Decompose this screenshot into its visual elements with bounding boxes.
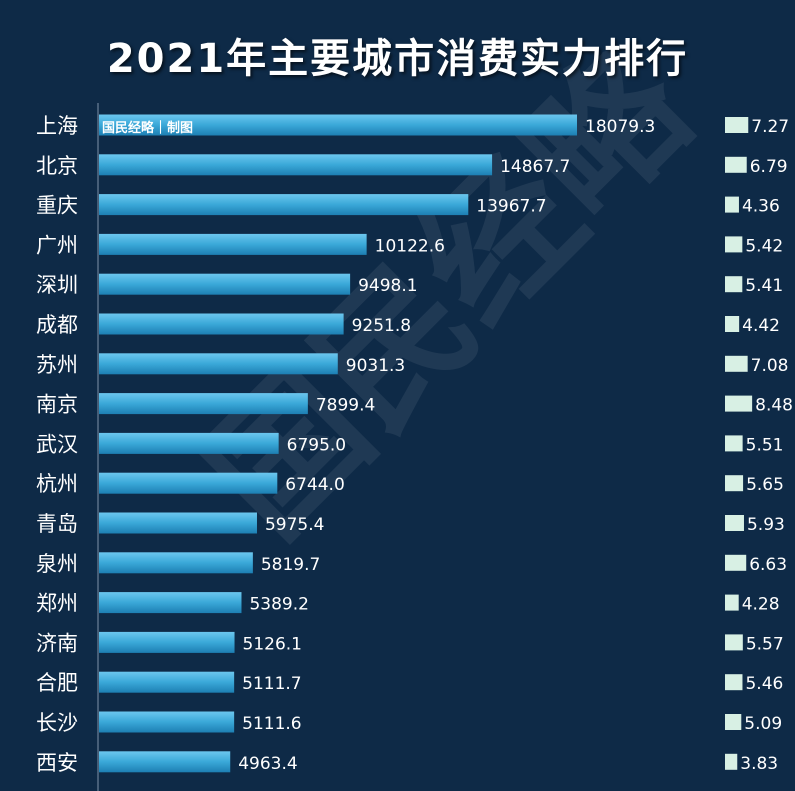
bar (99, 432, 279, 454)
growth-bar (725, 316, 740, 332)
bar (99, 671, 235, 693)
bar (99, 114, 577, 136)
growth-bar (725, 554, 747, 571)
value-label: 9498.1 (358, 276, 417, 296)
bar (99, 194, 469, 216)
category-label: 深圳 (36, 273, 78, 297)
growth-label: 4.42 (742, 316, 780, 336)
value-label: 5126.1 (243, 634, 302, 654)
category-label: 广州 (36, 233, 78, 257)
growth-label: 5.93 (747, 515, 785, 535)
growth-bar (725, 355, 748, 372)
bar (99, 552, 253, 574)
growth-label: 7.08 (751, 356, 789, 376)
growth-bar (725, 236, 743, 253)
growth-label: 7.27 (751, 117, 789, 137)
value-label: 5389.2 (249, 595, 308, 615)
growth-label: 5.46 (745, 674, 783, 694)
category-label: 杭州 (36, 472, 78, 496)
value-label: 13967.7 (476, 197, 546, 217)
bar (99, 313, 344, 335)
category-label: 青岛 (36, 512, 78, 536)
growth-label: 5.42 (745, 236, 783, 256)
category-label: 长沙 (36, 711, 78, 735)
growth-bar (725, 276, 743, 293)
category-label: 重庆 (36, 194, 78, 218)
growth-label: 5.57 (746, 634, 784, 654)
growth-label: 4.36 (742, 197, 780, 217)
category-label: 泉州 (36, 552, 78, 576)
category-label: 南京 (36, 393, 78, 417)
category-label: 上海 (36, 114, 78, 138)
bar (99, 393, 308, 415)
growth-bar (725, 515, 744, 531)
growth-label: 4.28 (742, 595, 780, 615)
category-label: 武汉 (36, 432, 78, 456)
value-label: 5819.7 (261, 555, 320, 575)
bar (99, 353, 338, 375)
growth-label: 5.65 (746, 475, 784, 495)
growth-bar (725, 634, 743, 651)
value-label: 5111.7 (242, 674, 301, 694)
growth-bar (725, 196, 739, 213)
growth-bar (725, 117, 749, 133)
growth-bar (725, 674, 743, 691)
growth-bar (725, 594, 739, 611)
category-label: 西安 (36, 751, 78, 775)
growth-bar (725, 714, 742, 730)
category-label: 成都 (36, 313, 78, 337)
bar (99, 472, 278, 494)
value-label: 5975.4 (265, 515, 324, 535)
bar (99, 273, 351, 295)
value-label: 18079.3 (585, 117, 655, 137)
value-label: 6795.0 (287, 435, 346, 455)
chart-title: 2021年主要城市消费实力排行 (106, 36, 689, 82)
growth-label: 5.41 (745, 276, 783, 296)
growth-bar (725, 156, 747, 173)
value-label: 14867.7 (500, 157, 570, 177)
bar (99, 751, 231, 773)
bar (99, 233, 367, 255)
bar (99, 154, 493, 176)
growth-label: 6.63 (749, 555, 787, 575)
value-label: 4963.4 (238, 754, 297, 774)
category-label: 苏州 (36, 353, 78, 377)
bar (99, 512, 257, 534)
growth-label: 5.51 (746, 435, 784, 455)
category-label: 郑州 (36, 592, 78, 616)
value-label: 7899.4 (316, 396, 375, 416)
category-label: 合肥 (36, 671, 78, 695)
value-label: 6744.0 (285, 475, 344, 495)
growth-bar (725, 435, 743, 452)
value-label: 9251.8 (352, 316, 411, 336)
value-label: 10122.6 (375, 236, 445, 256)
value-label: 5111.6 (242, 714, 301, 734)
credit-label: 国民经略｜制图 (102, 121, 194, 136)
bar (99, 592, 242, 614)
growth-label: 5.09 (744, 714, 782, 734)
bar (99, 631, 235, 653)
growth-bar (725, 395, 753, 412)
growth-bar (725, 753, 738, 770)
growth-label: 3.83 (740, 754, 778, 774)
value-label: 9031.3 (346, 356, 405, 376)
category-label: 北京 (36, 154, 78, 178)
growth-bar (725, 475, 744, 492)
category-label: 济南 (36, 631, 78, 655)
bar (99, 711, 235, 733)
growth-label: 8.48 (755, 396, 793, 416)
growth-label: 6.79 (750, 157, 788, 177)
